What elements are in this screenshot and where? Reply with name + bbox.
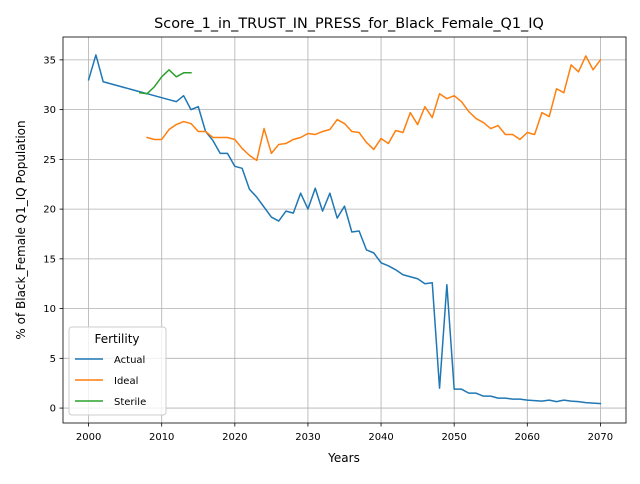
y-tick-label: 35 bbox=[43, 55, 56, 66]
legend-box bbox=[68, 326, 167, 416]
x-tick-label: 2010 bbox=[149, 432, 174, 443]
legend-label-actual: Actual bbox=[114, 355, 145, 366]
legend-title: Fertility bbox=[94, 332, 139, 346]
legend-label-sterile: Sterile bbox=[114, 397, 146, 408]
y-axis-label: % of Black_Female Q1_IQ Population bbox=[14, 120, 28, 339]
x-tick-label: 2040 bbox=[368, 432, 393, 443]
x-tick-label: 2030 bbox=[295, 432, 320, 443]
y-tick-label: 20 bbox=[43, 205, 56, 216]
y-tick-label: 0 bbox=[50, 404, 56, 415]
x-axis-label: Years bbox=[327, 451, 360, 465]
y-tick-label: 30 bbox=[43, 105, 56, 116]
series-line-sterile bbox=[138, 69, 192, 95]
y-tick-label: 10 bbox=[43, 304, 56, 315]
plot-frame bbox=[62, 36, 627, 424]
x-tick-label: 2070 bbox=[588, 432, 613, 443]
y-tick-label: 5 bbox=[50, 354, 56, 365]
x-tick-label: 2060 bbox=[515, 432, 540, 443]
chart-title: Score_1_in_TRUST_IN_PRESS_for_Black_Fema… bbox=[154, 16, 544, 32]
legend: Fertility Actual Ideal Sterile bbox=[68, 326, 167, 416]
x-tick-label: 2050 bbox=[441, 432, 466, 443]
y-tick-label: 25 bbox=[43, 155, 56, 166]
x-tick-label: 2020 bbox=[222, 432, 247, 443]
legend-entries: Actual Ideal Sterile bbox=[75, 355, 146, 408]
series-lines bbox=[87, 54, 602, 405]
y-tick-label: 15 bbox=[43, 254, 56, 265]
x-tick-label: 2000 bbox=[76, 432, 101, 443]
series-line-ideal bbox=[146, 55, 602, 162]
series-line-actual bbox=[87, 54, 602, 405]
legend-label-ideal: Ideal bbox=[114, 376, 138, 387]
axis-ticks: 2000 2010 2020 2030 2040 2050 2060 207005101520… bbox=[43, 55, 613, 443]
